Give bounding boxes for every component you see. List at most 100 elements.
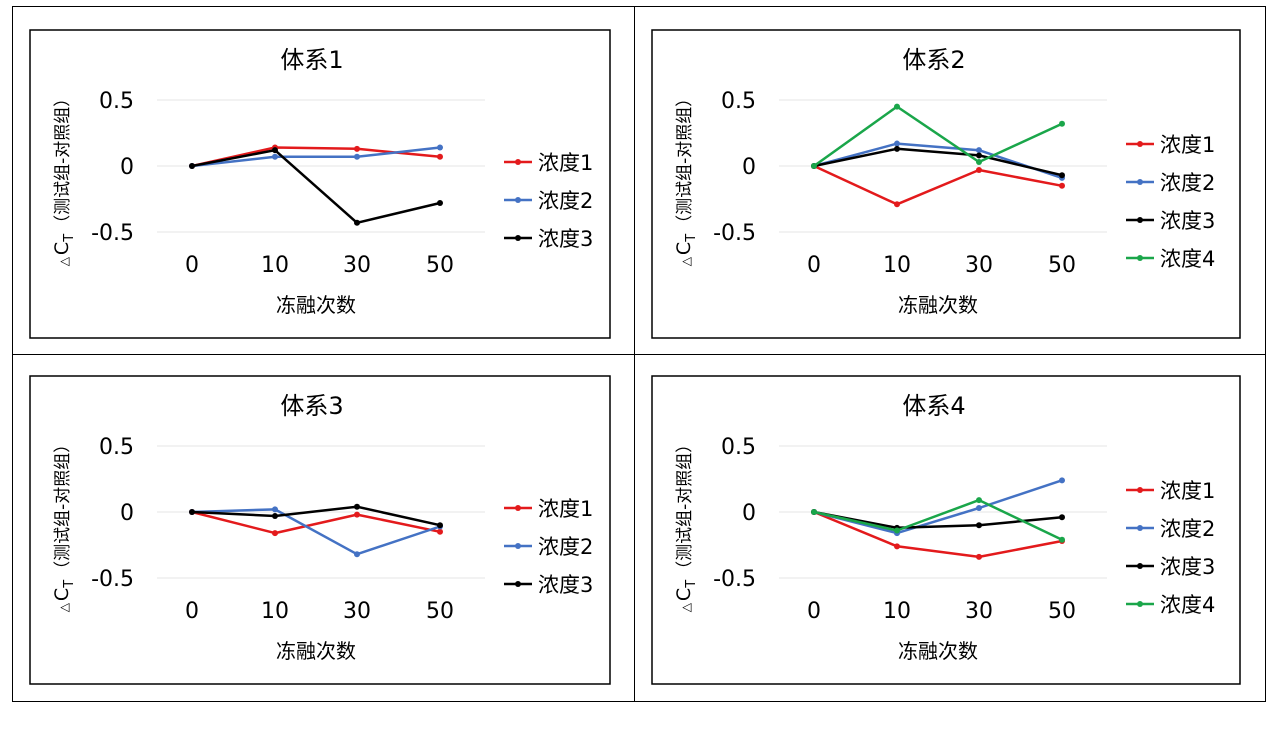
- y-axis-label: △CT （测试组-对照组）: [673, 90, 699, 267]
- y-axis-label-text: （测试组-对照组）: [53, 436, 73, 578]
- x-tick-label: 50: [426, 253, 454, 278]
- data-point: [894, 201, 900, 208]
- chart-system-3: 体系3 0.5 0 -0.5 0 10 30 50 冻融次数 △CT （测试组-对照组） 浓度1 浓度2…: [29, 375, 611, 685]
- data-point: [1059, 182, 1065, 189]
- y-axis-label-subscript: T: [62, 234, 77, 243]
- legend-swatch-marker: [1137, 179, 1143, 185]
- x-tick-label: 30: [343, 253, 371, 278]
- y-axis-label-text: （测试组-对照组）: [53, 90, 73, 232]
- data-point: [894, 145, 900, 152]
- series-line-3: [191, 148, 441, 225]
- data-point: [976, 522, 982, 529]
- legend-swatch-marker: [1137, 487, 1143, 493]
- legend-label: 浓度3: [538, 573, 593, 597]
- data-point: [1059, 536, 1065, 543]
- data-point: [976, 159, 982, 166]
- x-tick-label: 0: [185, 599, 199, 624]
- chart-system-2: 体系2 0.5 0 -0.5 0 10 30 50 冻融次数 △CT （测试组-对照组） 浓度1 浓度2…: [651, 29, 1241, 339]
- x-tick-label: 30: [965, 253, 993, 278]
- chart-grid-table: [12, 6, 1266, 702]
- data-point: [437, 199, 443, 206]
- data-point: [976, 166, 982, 173]
- legend-swatch-marker: [1137, 563, 1143, 569]
- y-tick-label: 0: [742, 501, 756, 526]
- x-tick-label: 30: [343, 599, 371, 624]
- legend-label: 浓度2: [1160, 171, 1215, 195]
- chart-frame: [29, 29, 611, 339]
- legend-label: 浓度2: [538, 535, 593, 559]
- series-line-2: [191, 508, 441, 556]
- y-tick-label: -0.5: [91, 567, 134, 592]
- data-point: [272, 153, 278, 160]
- data-point: [189, 163, 195, 169]
- chart-system-1: 体系1 0.5 0 -0.5 0 10 30 50 冻融次数 △CT （测试组-对照组） 浓度1 浓度2…: [29, 29, 611, 339]
- data-point: [1059, 477, 1065, 484]
- data-point: [437, 528, 443, 535]
- y-tick-label: -0.5: [91, 221, 134, 246]
- series-line-3: [191, 505, 441, 527]
- y-tick-label: 0: [742, 155, 756, 180]
- y-tick-label: -0.5: [713, 221, 756, 246]
- chart-title: 体系1: [280, 46, 343, 74]
- data-point: [894, 140, 900, 147]
- y-axis-label-delta: △: [57, 602, 71, 612]
- data-point: [976, 497, 982, 504]
- data-point: [354, 145, 360, 152]
- legend-label: 浓度3: [1160, 555, 1215, 579]
- y-axis-label: △CT （测试组-对照组）: [673, 436, 699, 613]
- series-line-1: [191, 510, 441, 535]
- legend-label: 浓度1: [1160, 479, 1215, 503]
- x-tick-label: 30: [965, 599, 993, 624]
- legend-swatch-marker: [515, 543, 521, 549]
- y-axis-label-delta: △: [679, 602, 693, 612]
- y-tick-label: 0.5: [721, 89, 756, 114]
- grid-horizontal-divider: [13, 354, 1265, 355]
- x-tick-label: 0: [807, 253, 821, 278]
- x-tick-label: 50: [1048, 253, 1076, 278]
- legend-swatch-marker: [515, 159, 521, 165]
- data-point: [976, 553, 982, 560]
- legend-label: 浓度3: [1160, 209, 1215, 233]
- x-axis-label: 冻融次数: [276, 293, 356, 317]
- data-point: [894, 103, 900, 110]
- data-point: [272, 147, 278, 154]
- legend-swatch-marker: [1137, 217, 1143, 223]
- x-tick-label: 50: [1048, 599, 1076, 624]
- x-axis-label: 冻融次数: [898, 293, 978, 317]
- y-tick-label: 0.5: [721, 435, 756, 460]
- series-line-3: [813, 147, 1063, 177]
- legend-swatch-marker: [1137, 525, 1143, 531]
- series-line-2: [191, 146, 441, 168]
- legend-swatch-marker: [1137, 255, 1143, 261]
- chart-frame: [651, 375, 1241, 685]
- data-point: [811, 509, 817, 515]
- y-axis-label-symbol: C: [673, 588, 695, 601]
- y-axis-label-subscript: T: [684, 580, 699, 589]
- data-point: [272, 530, 278, 537]
- legend-swatch-marker: [1137, 141, 1143, 147]
- data-point: [437, 144, 443, 151]
- legend-label: 浓度1: [538, 497, 593, 521]
- series-line-1: [813, 510, 1063, 559]
- y-axis-label-delta: △: [679, 256, 693, 266]
- y-axis-label-text: （测试组-对照组）: [675, 90, 695, 232]
- x-tick-label: 0: [807, 599, 821, 624]
- data-point: [976, 147, 982, 154]
- legend-swatch-marker: [1137, 601, 1143, 607]
- y-axis-label-delta: △: [57, 256, 71, 266]
- data-point: [976, 505, 982, 512]
- data-point: [354, 511, 360, 518]
- series-line-1: [813, 164, 1063, 206]
- y-axis-label-text: （测试组-对照组）: [675, 436, 695, 578]
- chart-title: 体系4: [902, 392, 965, 420]
- y-tick-label: -0.5: [713, 567, 756, 592]
- x-tick-label: 0: [185, 253, 199, 278]
- x-axis-label: 冻融次数: [276, 639, 356, 663]
- data-point: [1059, 514, 1065, 521]
- y-axis-label-subscript: T: [684, 234, 699, 243]
- y-tick-label: 0.5: [99, 435, 134, 460]
- y-axis-label: △CT （测试组-对照组）: [51, 90, 77, 267]
- data-point: [437, 153, 443, 160]
- data-point: [976, 152, 982, 159]
- x-tick-label: 10: [261, 253, 289, 278]
